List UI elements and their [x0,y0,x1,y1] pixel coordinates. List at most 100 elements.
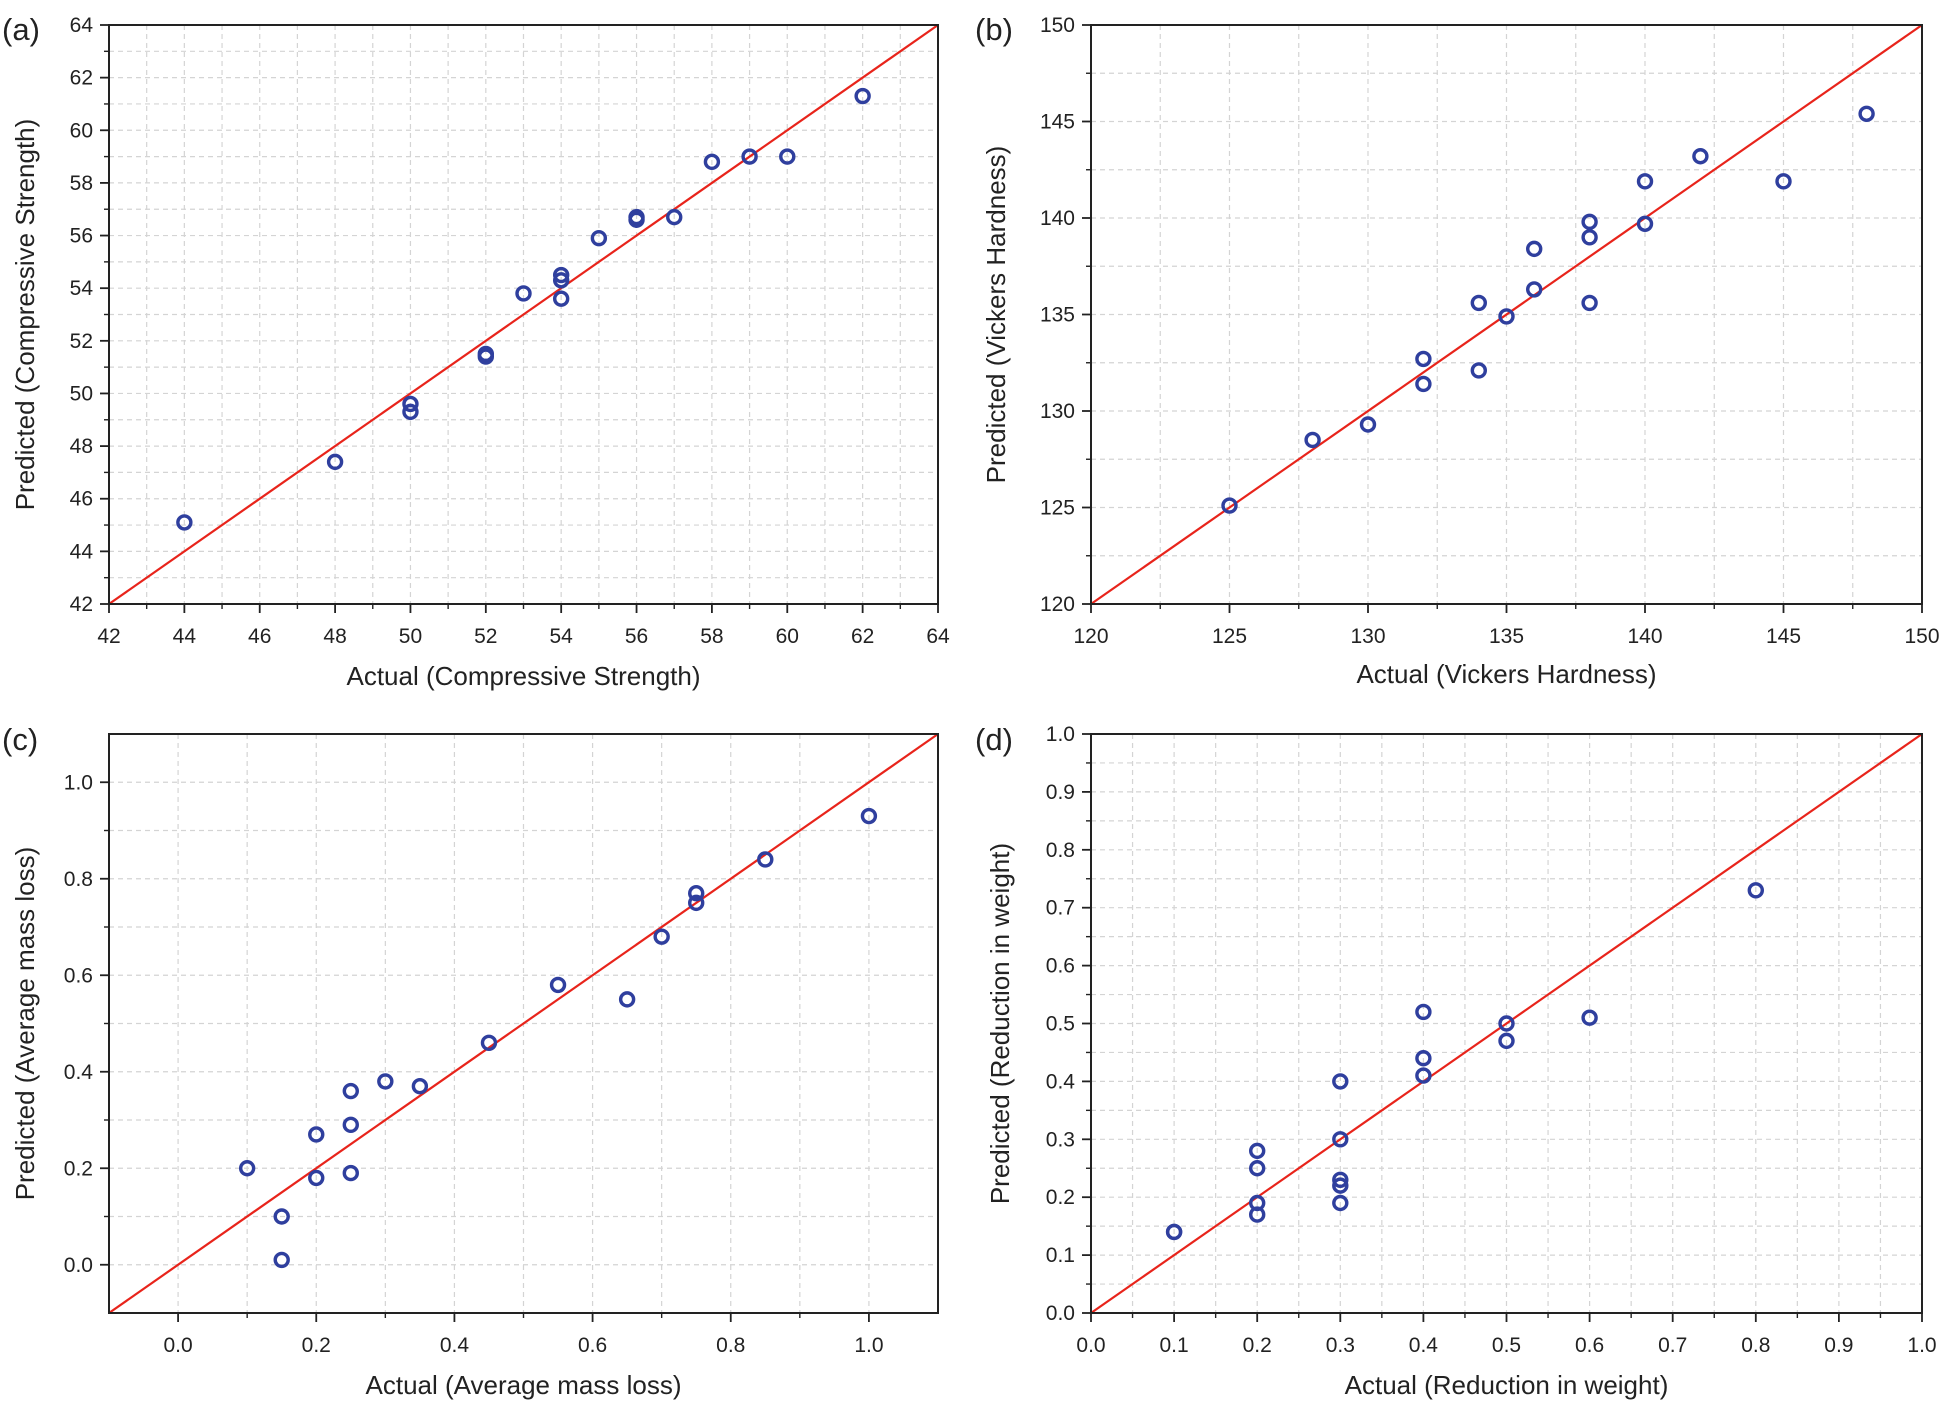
x-tick-label: 0.2 [1243,1334,1272,1357]
data-point [1332,1073,1349,1090]
x-axis-title: Actual (Reduction in weight) [1345,1370,1669,1400]
y-tick-label: 1.0 [64,771,93,794]
data-point [1525,240,1543,258]
data-point [402,403,419,421]
x-tick-label: 0.4 [440,1334,470,1357]
data-point [402,395,419,413]
data-point [860,807,878,825]
x-tick-label: 56 [625,625,648,648]
panel-label: (b) [975,12,1013,47]
y-tick-label: 120 [1040,593,1075,616]
chart-panel: 42 44 46 48 50 52 54 56 58 60 62 64 42 44 46 48 50 52 54 56… [2,12,950,691]
data-point [1858,105,1875,122]
y-tick-label: 56 [70,225,93,248]
x-tick-label: 44 [173,625,197,648]
data-point [411,1078,429,1095]
data-point [1498,1015,1515,1032]
y-tick-label: 50 [70,382,93,405]
data-point [1415,375,1432,393]
x-tick-label: 0.6 [578,1334,607,1357]
data-point [1415,1003,1432,1021]
data-point [1775,173,1792,190]
data-point [779,148,796,165]
data-point [1332,1171,1349,1189]
data-point [688,894,705,912]
x-axis-title: Actual (Compressive Strength) [346,661,700,691]
x-tick-label: 0.4 [1409,1334,1439,1357]
x-axis-title: Actual (Vickers Hardness) [1356,659,1656,689]
data-point [1415,1067,1432,1084]
x-tick-label: 58 [700,625,723,648]
x-tick-label: 1.0 [1907,1334,1936,1357]
data-point [653,928,670,945]
y-tick-label: 1.0 [1046,723,1075,746]
data-point [628,211,645,228]
data-point [273,1208,290,1225]
x-tick-label: 0.3 [1326,1334,1355,1357]
data-point [1747,882,1765,899]
y-tick-label: 130 [1040,400,1075,423]
y-tick-label: 145 [1040,111,1075,134]
data-point [176,514,193,531]
data-point [854,87,871,105]
reference-line [1090,24,1923,605]
y-tick-label: 135 [1040,304,1075,327]
y-tick-label: 46 [70,488,93,511]
data-point [590,229,608,247]
x-tick-label: 125 [1212,625,1247,648]
x-tick-label: 62 [851,625,874,648]
data-point [308,1169,325,1187]
data-point [1415,1050,1432,1067]
data-point [273,1251,290,1269]
x-tick-label: 0.5 [1492,1334,1521,1357]
x-tick-label: 0.0 [163,1334,192,1357]
data-point [377,1073,394,1090]
reference-line [1090,733,1923,1314]
y-tick-label: 48 [70,435,93,458]
data-point [688,885,705,902]
y-tick-label: 0.3 [1046,1128,1075,1151]
data-point [1636,173,1654,190]
data-point [618,991,636,1008]
y-tick-label: 60 [70,119,93,142]
data-point [1332,1194,1349,1212]
x-tick-label: 150 [1904,625,1939,648]
data-point [1525,281,1543,298]
x-tick-label: 0.8 [716,1334,745,1357]
chart-panel: 120 125 130 135 140 145 150 120 125 130 135 140 145 1… [975,12,1940,689]
y-tick-label: 0.4 [1046,1070,1076,1093]
data-point [1248,1206,1266,1223]
x-tick-label: 52 [474,625,497,648]
x-tick-label: 42 [97,625,120,648]
data-point [1248,1142,1266,1160]
x-tick-label: 60 [776,625,799,648]
data-point [1332,1131,1349,1148]
y-tick-label: 150 [1040,14,1075,37]
data-point [549,976,567,994]
x-axis-title: Actual (Average mass loss) [366,1370,682,1400]
panel-label: (c) [2,722,38,757]
data-point [703,153,721,171]
y-axis-title: Predicted (Average mass loss) [10,847,40,1201]
y-tick-label: 52 [70,330,93,353]
x-tick-label: 46 [248,625,271,648]
data-point [1304,431,1321,449]
y-tick-label: 0.7 [1046,897,1075,920]
x-tick-label: 54 [550,625,574,648]
x-tick-label: 145 [1766,625,1801,648]
panel-label: (d) [975,722,1013,757]
chart-panel: 0.0 0.2 0.4 0.6 0.8 1.0 0.0 0.2 0.4 0.6 0.8 1.0 (c) A… [2,722,939,1400]
y-tick-label: 42 [70,593,93,616]
data-point [480,1034,498,1052]
x-tick-label: 0.6 [1575,1334,1604,1357]
y-tick-label: 0.2 [1046,1186,1075,1209]
y-tick-label: 0.8 [1046,839,1075,862]
data-point [342,1082,359,1100]
data-point [1498,1032,1515,1050]
y-tick-label: 0.8 [64,868,93,891]
reference-line [108,24,939,605]
y-tick-label: 62 [70,67,93,90]
data-point [1581,213,1598,231]
x-tick-label: 0.9 [1824,1334,1853,1357]
